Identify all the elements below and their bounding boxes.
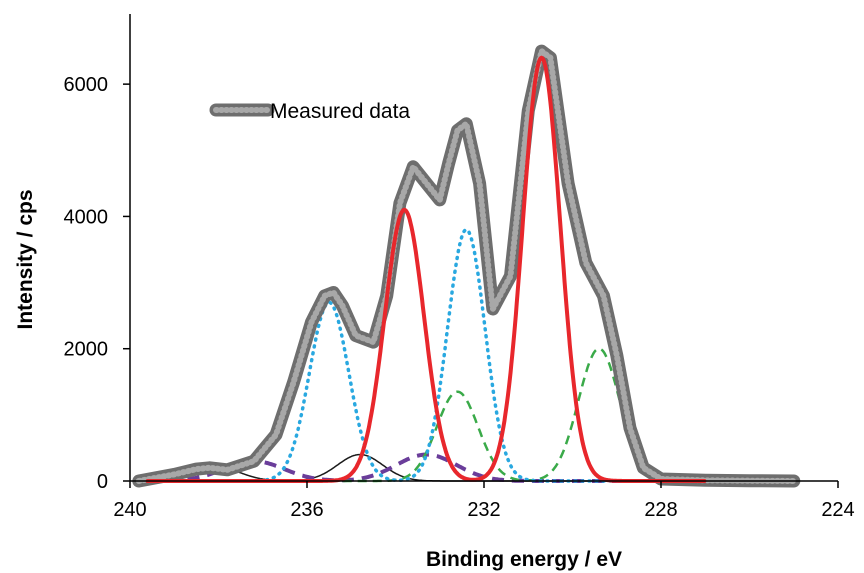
x-tick-label: 240 (113, 499, 146, 521)
x-tick-label: 228 (644, 499, 677, 521)
legend: Measured data (209, 100, 410, 123)
x-axis-title: Binding energy / eV (426, 548, 622, 571)
y-tick-label: 6000 (64, 74, 109, 96)
ticks: 240 236 232 228 224 0 2000 4000 6000 (64, 74, 855, 521)
y-axis-title: Intensity / cps (14, 189, 37, 329)
series-measured-texture (135, 48, 797, 484)
x-tick-label: 236 (290, 499, 323, 521)
x-tick-label: 224 (821, 499, 854, 521)
y-tick-label: 0 (97, 471, 108, 493)
y-tick-label: 4000 (64, 206, 109, 228)
x-tick-label: 232 (467, 499, 500, 521)
series-red-component (145, 55, 707, 483)
y-tick-label: 2000 (64, 339, 109, 361)
legend-label-measured: Measured data (270, 100, 410, 123)
